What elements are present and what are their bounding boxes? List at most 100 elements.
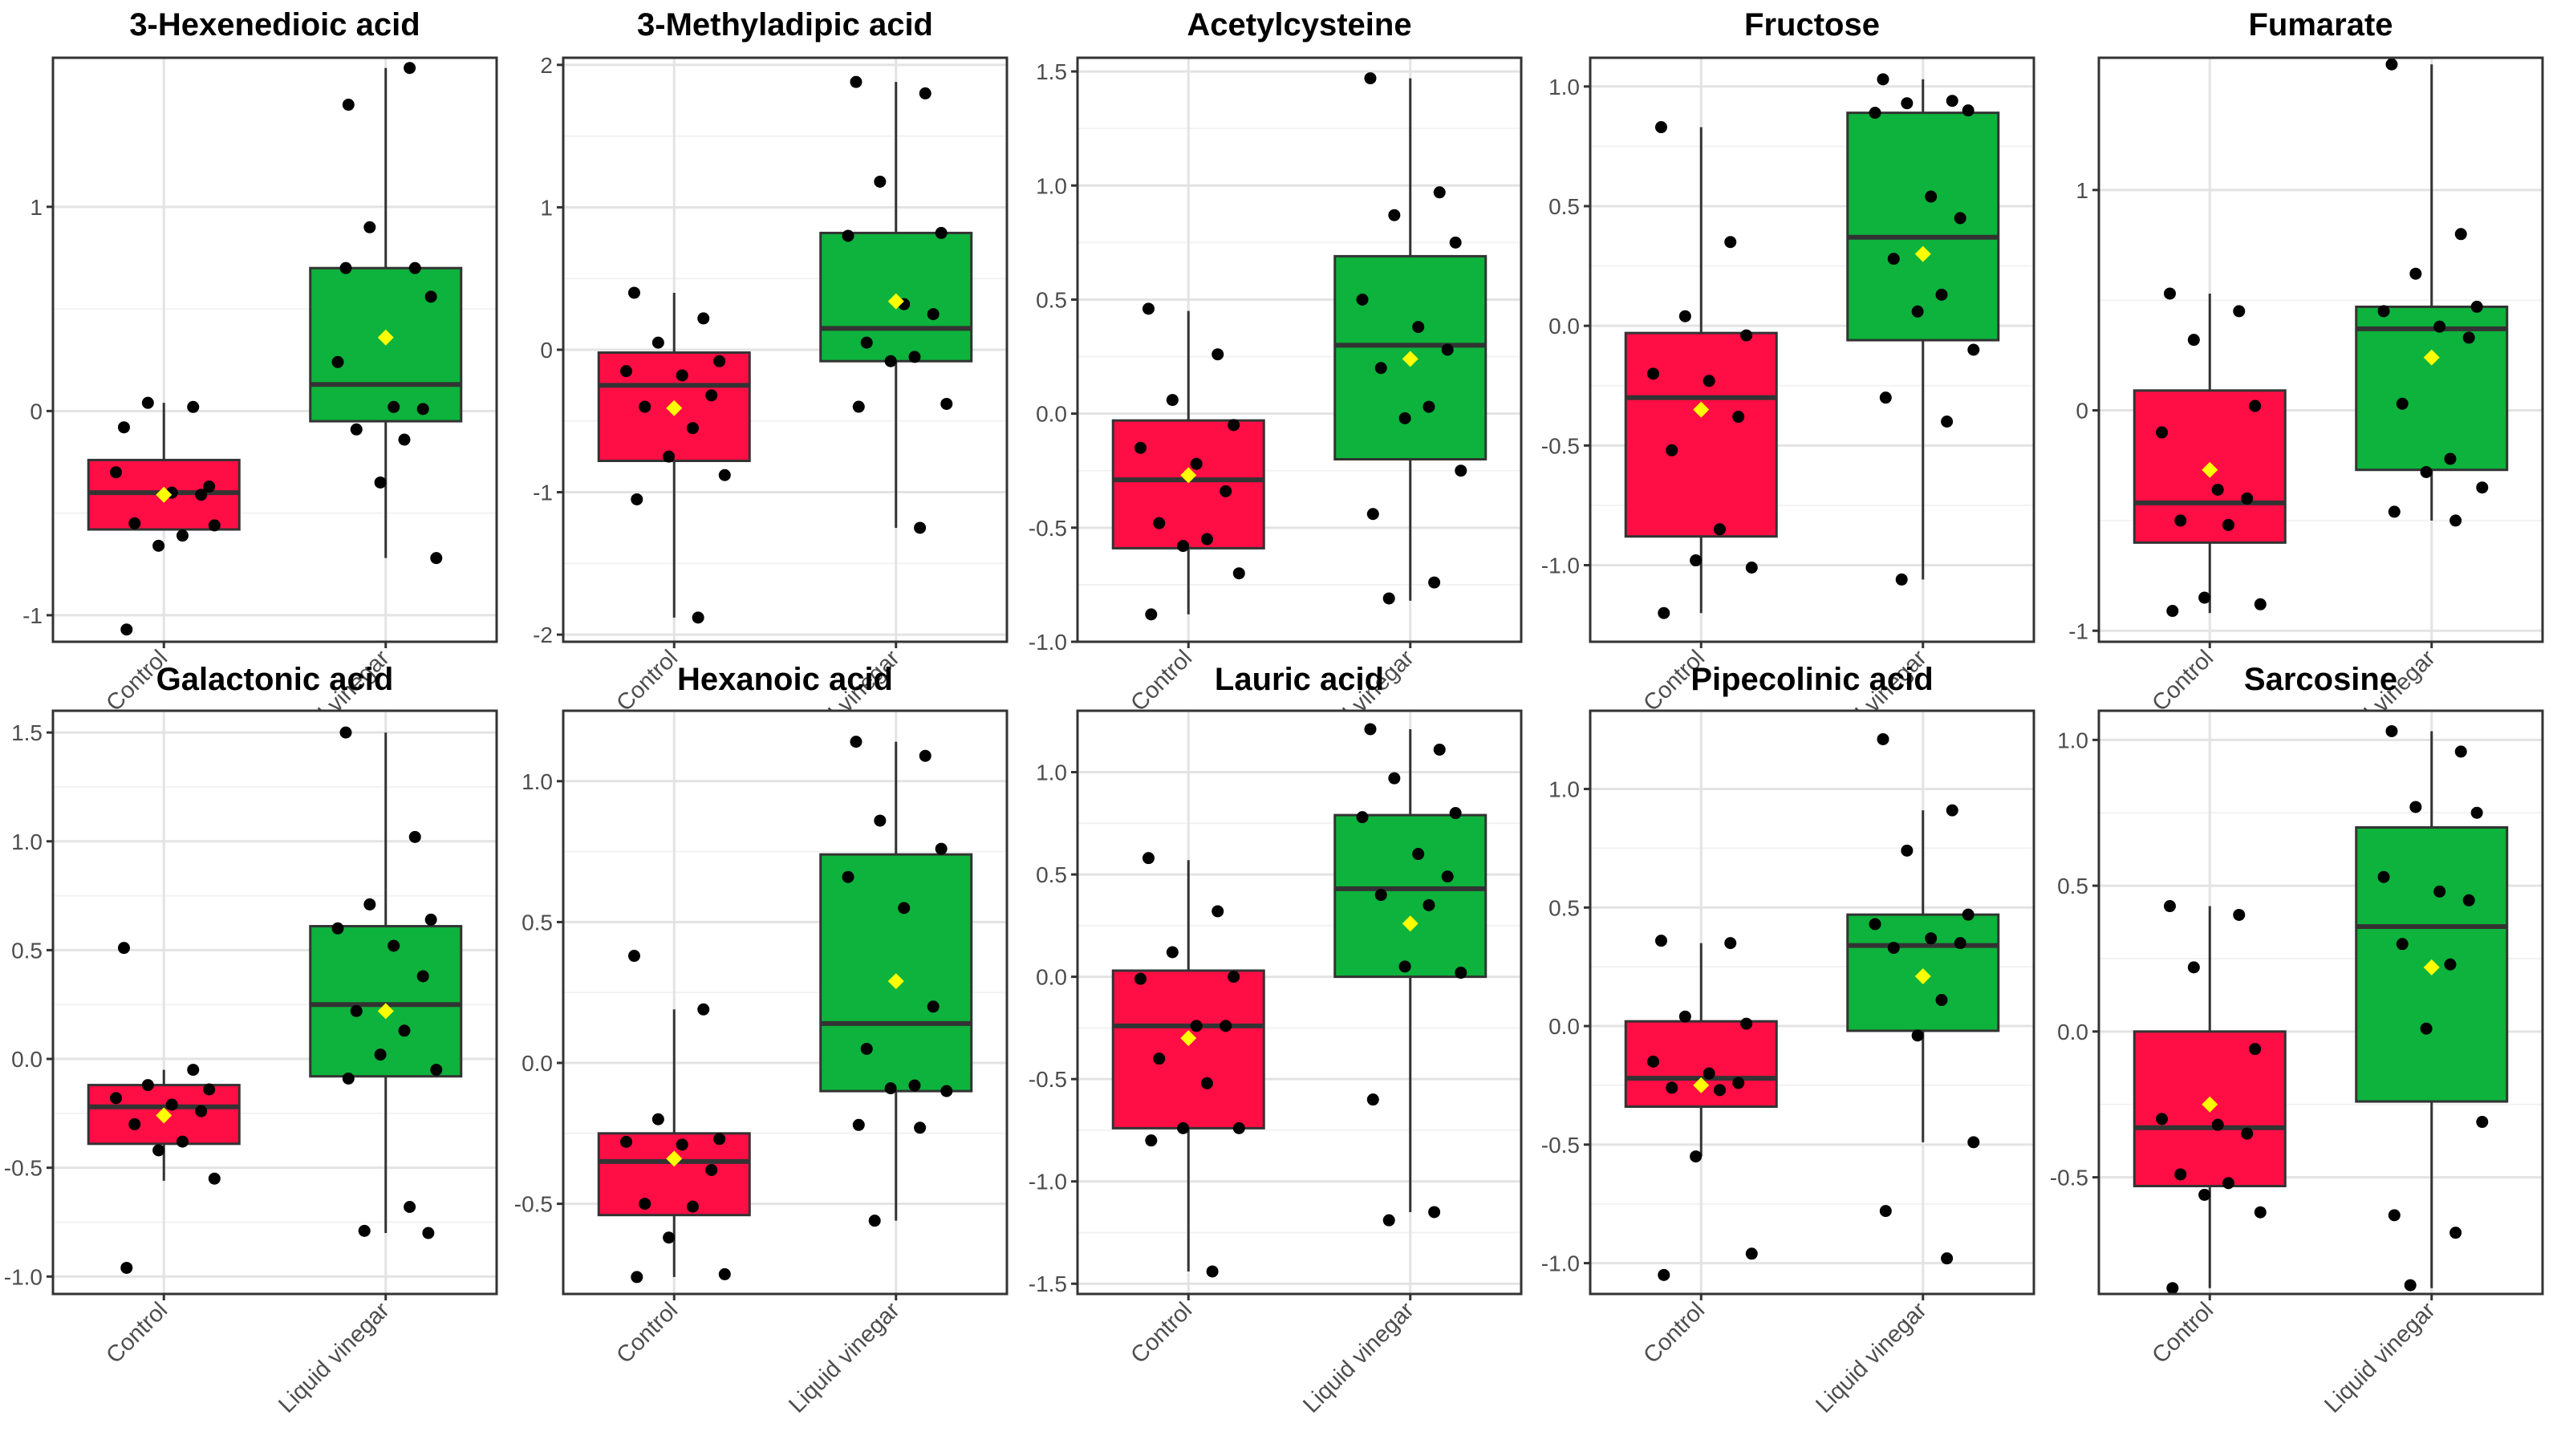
data-point bbox=[1654, 935, 1667, 947]
data-point bbox=[898, 902, 911, 915]
data-point bbox=[203, 481, 216, 493]
mean-marker bbox=[156, 1107, 172, 1124]
data-point bbox=[884, 355, 897, 367]
data-point bbox=[1962, 908, 1975, 921]
data-point bbox=[363, 221, 376, 233]
data-point bbox=[422, 1227, 435, 1239]
y-tick-label: 0 bbox=[2076, 399, 2088, 424]
data-point bbox=[1398, 960, 1411, 973]
data-point bbox=[2476, 481, 2489, 494]
panel-border bbox=[562, 709, 1009, 1296]
data-point bbox=[1678, 1010, 1691, 1023]
y-tick-label: 1 bbox=[30, 195, 43, 220]
y-tick-label: 0.0 bbox=[2057, 1020, 2088, 1044]
y-tick-label: 0.5 bbox=[522, 910, 553, 935]
data-point bbox=[1745, 562, 1758, 574]
y-tick-label: -1.0 bbox=[1541, 1251, 1580, 1276]
x-tick-label: Control bbox=[1126, 1297, 1197, 1369]
data-point bbox=[2249, 1043, 2262, 1056]
data-point bbox=[1941, 416, 1954, 428]
data-point bbox=[1911, 1029, 1924, 1042]
data-point bbox=[860, 336, 873, 349]
y-tick-label: 0.0 bbox=[11, 1047, 43, 1072]
y-tick-label: 0.5 bbox=[1548, 194, 1580, 219]
x-tick-label: Control bbox=[2147, 645, 2218, 716]
data-point bbox=[388, 400, 400, 413]
y-tick-label: 1.5 bbox=[1036, 59, 1067, 84]
y-tick-label: -0.5 bbox=[1029, 516, 1067, 541]
data-point bbox=[2166, 605, 2179, 618]
data-point bbox=[1647, 1055, 1660, 1068]
data-point bbox=[1703, 375, 1715, 387]
data-point bbox=[2462, 331, 2475, 344]
data-point bbox=[195, 1105, 208, 1117]
data-point bbox=[1398, 412, 1411, 424]
data-point bbox=[914, 521, 927, 534]
data-point bbox=[2476, 1116, 2489, 1129]
x-tick-label: Control bbox=[101, 1297, 172, 1369]
data-point bbox=[203, 1083, 216, 1096]
data-point bbox=[1713, 1084, 1726, 1097]
panel-border bbox=[1589, 709, 2035, 1296]
data-point bbox=[705, 389, 718, 402]
y-tick-label: -1.0 bbox=[4, 1264, 43, 1289]
data-point bbox=[2409, 267, 2422, 280]
panel-border bbox=[1076, 709, 1523, 1296]
data-point bbox=[852, 1118, 865, 1131]
panel: -1.5 -1.0 -0.5 0.0 0.5 1.0 Control Liquid vineg… bbox=[1029, 662, 1523, 1418]
data-point bbox=[1879, 1205, 1892, 1218]
y-tick-label: -0.5 bbox=[1029, 1067, 1067, 1092]
mean-marker bbox=[1693, 401, 1710, 418]
data-point bbox=[350, 1004, 363, 1017]
data-point bbox=[1946, 804, 1958, 817]
data-point bbox=[1134, 441, 1147, 454]
data-point bbox=[651, 336, 664, 349]
data-point bbox=[850, 736, 862, 748]
y-tick-label: 1 bbox=[2076, 178, 2088, 203]
data-point bbox=[874, 175, 887, 188]
panel-title: 3-Methyladipic acid bbox=[637, 7, 933, 43]
data-point bbox=[1901, 97, 1914, 110]
mean-marker bbox=[156, 486, 172, 503]
data-point bbox=[1412, 321, 1425, 334]
data-point bbox=[860, 1042, 873, 1055]
data-point bbox=[1441, 870, 1454, 883]
y-tick-label: 0.0 bbox=[522, 1051, 553, 1076]
data-point bbox=[1212, 348, 1224, 361]
data-point bbox=[935, 842, 948, 855]
data-point bbox=[927, 308, 940, 321]
data-point bbox=[2409, 801, 2422, 813]
panel-title: Hexanoic acid bbox=[677, 662, 893, 697]
data-point bbox=[2233, 305, 2246, 318]
mean-marker bbox=[1693, 1077, 1710, 1093]
data-point bbox=[940, 397, 953, 410]
data-point bbox=[2388, 505, 2401, 518]
data-point bbox=[1869, 107, 1881, 120]
data-point bbox=[1228, 419, 1240, 432]
vinegar-box bbox=[819, 853, 973, 1093]
data-point bbox=[404, 1200, 416, 1213]
data-point bbox=[935, 226, 948, 239]
data-point bbox=[1153, 517, 1166, 529]
data-point bbox=[1232, 567, 1245, 580]
data-point bbox=[2163, 287, 2176, 300]
data-point bbox=[176, 529, 189, 542]
y-tick-label: 1.0 bbox=[1548, 75, 1580, 99]
data-point bbox=[1423, 898, 1435, 911]
y-tick-label: 0.5 bbox=[1036, 287, 1067, 312]
data-point bbox=[388, 939, 400, 952]
data-point bbox=[2174, 1168, 2187, 1181]
data-point bbox=[117, 942, 130, 955]
data-point bbox=[1200, 533, 1213, 545]
data-point bbox=[705, 1163, 718, 1176]
panel-title: 3-Hexenedioic acid bbox=[129, 7, 420, 43]
data-point bbox=[1177, 1121, 1190, 1134]
data-point bbox=[1388, 772, 1401, 785]
data-point bbox=[692, 611, 704, 624]
mean-marker bbox=[666, 1150, 683, 1167]
data-point bbox=[620, 365, 633, 378]
